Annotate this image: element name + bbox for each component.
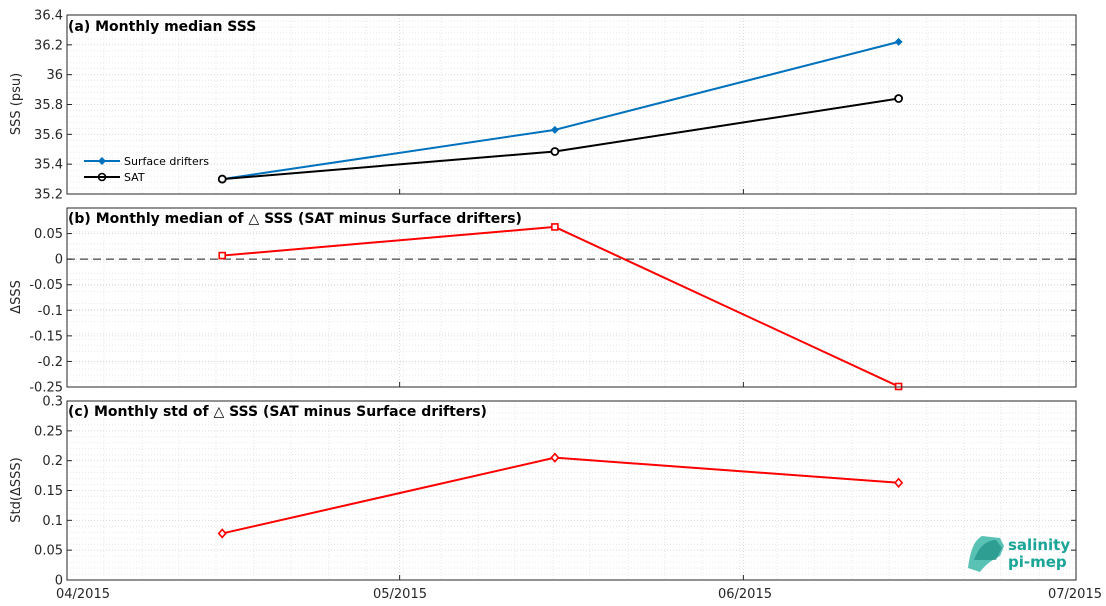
y-tick-label: 35.8 (34, 98, 63, 113)
x-axis: 04/2015 05/2015 06/2015 07/2015 (56, 587, 1102, 602)
x-tick-label: 05/2015 (373, 587, 427, 602)
series-line (222, 40, 899, 181)
y-tick-label: -0.15 (29, 329, 63, 344)
axes-box (66, 14, 1077, 195)
y-tick-label: -0.25 (29, 381, 63, 396)
data-point-marker (894, 382, 903, 391)
logo-line2: pi-mep (1008, 553, 1067, 571)
y-tick-label: 0.1 (42, 514, 63, 529)
y-tick-label: 0 (55, 574, 63, 589)
logo-wave-icon (974, 540, 1002, 560)
panel-c-ylabel: Std(ΔSSS) (9, 457, 24, 522)
data-point-marker (894, 94, 903, 103)
chart-panel-a: 35.2 35.4 35.6 35.8 36 36.2 36.4 (34, 9, 1077, 203)
salinity-pimep-logo: salinity pi-mep (968, 536, 1070, 572)
data-point-marker (550, 147, 560, 156)
y-tick-label: 0.15 (34, 484, 63, 499)
panel-a-ylabel: SSS (psu) (9, 73, 24, 135)
series-line (222, 456, 899, 535)
y-tick-label: 0.3 (42, 395, 63, 410)
data-point-marker (551, 223, 559, 231)
panel-a-title: (a) Monthly median SSS (68, 19, 256, 35)
data-point-marker (550, 125, 559, 134)
chart-panel-b: -0.25 -0.2 -0.15 -0.1 -0.05 0 0.05 (29, 207, 1077, 396)
logo-line1: salinity (1008, 536, 1070, 554)
series-line (222, 97, 899, 181)
y-tick-label: 35.6 (34, 128, 63, 143)
axes-box (66, 207, 1077, 388)
axes-box (66, 400, 1077, 581)
legend-sat-marker (97, 172, 107, 182)
legend-drifters-label: Surface drifters (124, 155, 209, 168)
y-tick-label: 35.4 (34, 158, 63, 173)
data-point-marker (217, 174, 227, 184)
x-tick-label: 07/2015 (1048, 587, 1102, 602)
legend-drifters-marker (98, 157, 106, 165)
panel-b-title: (b) Monthly median of △ SSS (SAT minus S… (68, 211, 522, 227)
y-tick-label: -0.2 (38, 355, 63, 370)
data-point-marker (894, 37, 903, 46)
y-tick-label: 0.2 (42, 454, 63, 469)
y-tick-label: 36.2 (34, 38, 63, 53)
legend-sat-label: SAT (124, 171, 145, 184)
series-line (222, 225, 900, 388)
panels: 35.2 35.4 35.6 35.8 36 36.2 36.4 -0.25 -0.2 -0.15… (29, 9, 1077, 589)
x-tick-label: 04/2015 (56, 587, 110, 602)
panel-b-ylabel: ΔSSS (9, 280, 24, 314)
data-point-marker (894, 477, 904, 488)
data-point-marker (550, 452, 560, 463)
y-tick-label: 36 (46, 68, 63, 83)
y-tick-label: -0.05 (29, 278, 63, 293)
panel-c-title: (c) Monthly std of △ SSS (SAT minus Surf… (68, 404, 487, 420)
legend: Surface drifters SAT (84, 155, 209, 184)
y-tick-label: 0 (55, 253, 63, 268)
y-tick-label: -0.1 (38, 304, 63, 319)
y-tick-label: 0.25 (34, 424, 63, 439)
chart-panel-c: 0 0.05 0.1 0.15 0.2 0.25 0.3 (34, 395, 1077, 589)
x-tick-label: 06/2015 (718, 587, 772, 602)
y-tick-label: 36.4 (34, 9, 63, 24)
y-tick-label: 0.05 (34, 544, 63, 559)
data-point-marker (218, 251, 227, 260)
y-tick-label: 35.2 (34, 188, 63, 203)
y-tick-label: 0.05 (34, 227, 63, 242)
data-point-marker (217, 528, 227, 539)
